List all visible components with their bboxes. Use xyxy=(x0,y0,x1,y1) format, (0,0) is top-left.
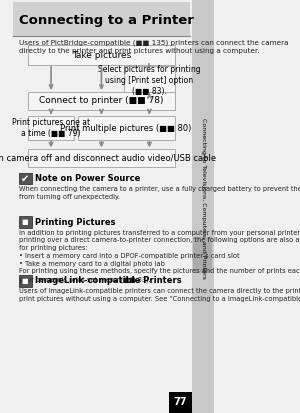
FancyBboxPatch shape xyxy=(192,0,214,413)
Text: Users of ImageLink-compatible printers can connect the camera directly to the pr: Users of ImageLink-compatible printers c… xyxy=(19,288,300,302)
FancyBboxPatch shape xyxy=(78,116,175,140)
FancyBboxPatch shape xyxy=(28,92,175,110)
FancyBboxPatch shape xyxy=(28,116,74,140)
Text: Users of PictBridge-compatible (■■ 135) printers can connect the camera
directly: Users of PictBridge-compatible (■■ 135) … xyxy=(19,39,288,54)
FancyBboxPatch shape xyxy=(193,237,212,273)
Text: ImageLink-compatible Printers: ImageLink-compatible Printers xyxy=(34,276,181,285)
Text: ✔: ✔ xyxy=(21,173,29,183)
FancyBboxPatch shape xyxy=(28,45,175,65)
Text: Select pictures for printing
using [Print set] option
(■■ 83).: Select pictures for printing using [Prin… xyxy=(98,65,201,96)
FancyBboxPatch shape xyxy=(19,275,32,287)
Text: Connecting to Televisions, Computers, and Printers: Connecting to Televisions, Computers, an… xyxy=(201,118,206,279)
Text: Print multiple pictures (■■ 80): Print multiple pictures (■■ 80) xyxy=(60,123,192,133)
Text: ■: ■ xyxy=(22,278,28,284)
Text: Turn camera off and disconnect audio video/USB cable: Turn camera off and disconnect audio vid… xyxy=(0,154,217,163)
FancyBboxPatch shape xyxy=(13,2,190,36)
FancyBboxPatch shape xyxy=(19,173,32,184)
FancyBboxPatch shape xyxy=(19,216,32,228)
Text: Take pictures: Take pictures xyxy=(72,51,131,59)
Text: Connecting to a Printer: Connecting to a Printer xyxy=(19,14,194,27)
FancyBboxPatch shape xyxy=(124,66,175,95)
Text: Connect to printer (■■ 78): Connect to printer (■■ 78) xyxy=(39,96,164,105)
Text: 77: 77 xyxy=(174,397,188,407)
FancyBboxPatch shape xyxy=(169,392,192,413)
FancyBboxPatch shape xyxy=(28,149,175,167)
Text: Note on Power Source: Note on Power Source xyxy=(34,174,140,183)
Text: In addition to printing pictures transferred to a computer from your personal pr: In addition to printing pictures transfe… xyxy=(19,230,300,282)
Text: Printing Pictures: Printing Pictures xyxy=(34,218,115,227)
Text: Print pictures one at
a time (■■ 79): Print pictures one at a time (■■ 79) xyxy=(12,118,90,138)
Text: ■: ■ xyxy=(22,219,28,225)
Text: When connecting the camera to a printer, use a fully charged battery to prevent : When connecting the camera to a printer,… xyxy=(19,186,300,199)
